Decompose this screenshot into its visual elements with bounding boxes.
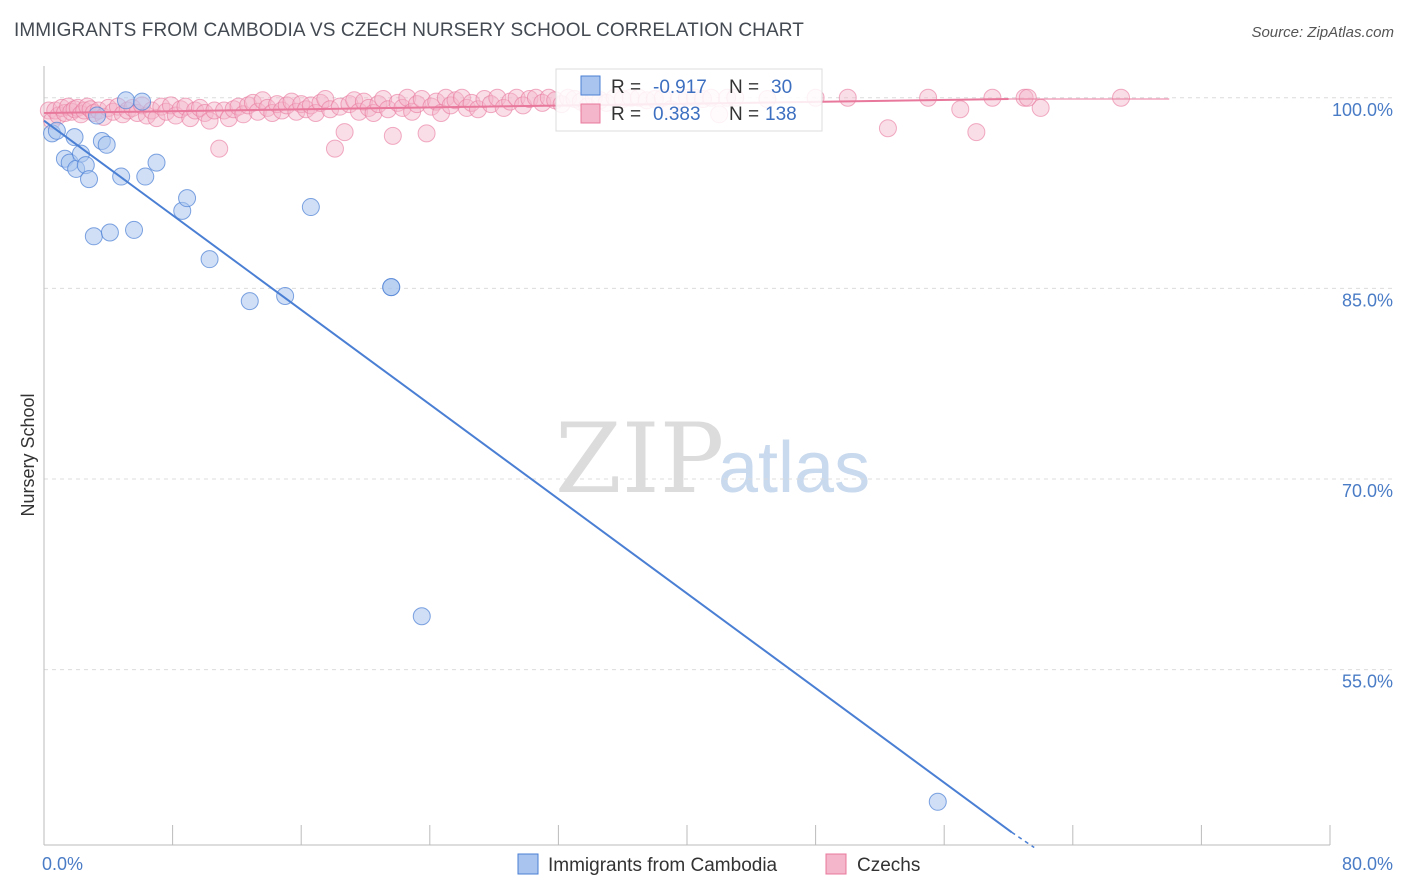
watermark-zip: ZIP <box>555 403 724 515</box>
cambodia-point <box>84 227 103 246</box>
cambodia-point <box>240 292 259 311</box>
stats-n-value-czechs: 138 <box>765 104 797 125</box>
czechs-point <box>1112 88 1131 107</box>
czechs-point <box>417 124 436 143</box>
czechs-point <box>379 100 398 119</box>
stats-n-label-cambodia: N = <box>729 77 759 98</box>
czechs-point <box>427 92 446 111</box>
stats-swatch-cambodia <box>580 75 601 96</box>
czechs-point <box>316 90 335 109</box>
legend-swatch-czechs <box>825 853 847 875</box>
stats-r-label-cambodia: R = <box>611 77 641 98</box>
czechs-point <box>200 111 219 130</box>
watermark-atlas: atlas <box>718 428 870 508</box>
czechs-point <box>258 98 277 117</box>
cambodia-point <box>178 189 197 208</box>
czechs-point <box>268 95 287 114</box>
czechs-point <box>838 88 857 107</box>
stats-box: R = -0.917 N = 30 R = 0.383 N = 138 <box>555 68 823 132</box>
axes <box>43 66 1331 846</box>
czechs-point <box>951 100 970 119</box>
czechs-trendline <box>43 98 1009 115</box>
cambodia-point <box>301 198 320 217</box>
czechs-point <box>248 102 267 121</box>
cambodia-point <box>200 250 219 269</box>
cambodia-point <box>147 153 166 172</box>
czechs-point <box>190 98 209 117</box>
x-tick-label-max: 80.0% <box>1342 854 1393 874</box>
czechs-point <box>878 119 897 138</box>
cambodia-point <box>116 91 135 110</box>
stats-n-label-czechs: N = <box>729 104 759 125</box>
legend-label-czechs: Czechs <box>857 855 920 876</box>
czechs-point <box>325 139 344 158</box>
cambodia-point <box>412 607 431 626</box>
czechs-point <box>210 139 229 158</box>
stats-r-value-cambodia: -0.917 <box>653 77 707 98</box>
czechs-point <box>383 126 402 145</box>
cambodia-trendline <box>43 119 1013 834</box>
cambodia-point <box>80 170 99 189</box>
czechs-point <box>335 123 354 142</box>
cambodia-point <box>133 92 152 111</box>
czechs-point <box>494 98 513 117</box>
stats-n-value-cambodia: 30 <box>771 77 792 98</box>
chart-title: IMMIGRANTS FROM CAMBODIA VS CZECH NURSER… <box>14 20 804 41</box>
chart-source: Source: ZipAtlas.com <box>1251 24 1394 41</box>
czechs-point <box>983 88 1002 107</box>
czechs-point <box>398 88 417 107</box>
y-axis-title: Nursery School <box>18 393 38 516</box>
stats-r-value-czechs: 0.383 <box>653 104 701 125</box>
czechs-point <box>161 96 180 115</box>
cambodia-point <box>382 278 401 297</box>
czechs-point <box>147 109 166 128</box>
czechs-point <box>1018 88 1037 107</box>
x-tick-label-min: 0.0% <box>42 854 83 874</box>
y-tick-label-0: 100.0% <box>1332 100 1393 120</box>
x-tick-labels: 0.0% 80.0% <box>42 854 1393 874</box>
y-tick-labels: 100.0% 85.0% 70.0% 55.0% <box>1332 100 1393 692</box>
y-tick-label-3: 55.0% <box>1342 672 1393 692</box>
cambodia-point <box>928 792 947 811</box>
stats-swatch-czechs <box>580 103 601 124</box>
cambodia-point <box>97 135 116 154</box>
stats-r-label-czechs: R = <box>611 104 641 125</box>
trendlines <box>43 98 1170 849</box>
legend: Immigrants from Cambodia Czechs <box>517 853 920 876</box>
legend-label-cambodia: Immigrants from Cambodia <box>548 855 778 876</box>
cambodia-point <box>125 220 144 239</box>
y-tick-label-1: 85.0% <box>1342 290 1393 310</box>
y-tick-label-2: 70.0% <box>1342 481 1393 501</box>
czechs-point <box>967 123 986 142</box>
gridlines <box>44 97 1396 671</box>
legend-swatch-cambodia <box>517 853 539 875</box>
cambodia-point <box>88 106 107 125</box>
cambodia-point <box>136 167 155 186</box>
cambodia-point <box>100 223 119 242</box>
czechs-point <box>919 88 938 107</box>
